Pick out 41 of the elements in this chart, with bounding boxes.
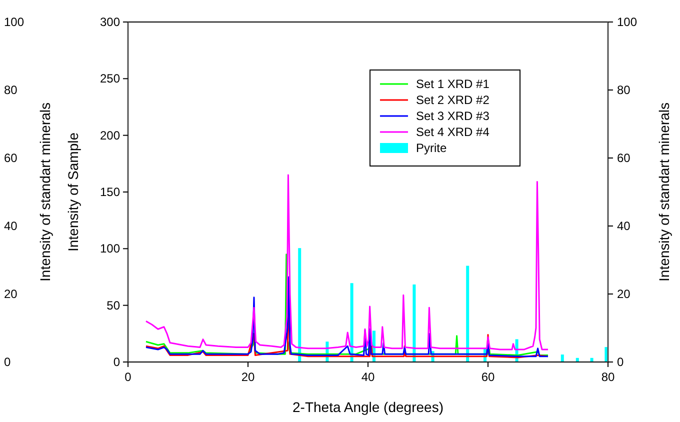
y2-tick-label: 100 bbox=[617, 15, 638, 29]
x-tick-label: 0 bbox=[124, 370, 132, 384]
y3-axis-title: Intensity of standart minerals bbox=[37, 102, 53, 282]
legend-label: Set 3 XRD #3 bbox=[416, 109, 490, 123]
y3-tick-label: 20 bbox=[4, 287, 18, 301]
y2-tick-label: 80 bbox=[617, 83, 631, 97]
x-tick-label: 80 bbox=[601, 370, 615, 384]
y2-tick-label: 60 bbox=[617, 151, 631, 165]
x-axis-title: 2-Theta Angle (degrees) bbox=[292, 399, 444, 415]
line-series bbox=[145, 276, 549, 358]
y2-tick-label: 40 bbox=[617, 219, 631, 233]
y3-tick-label: 80 bbox=[4, 83, 18, 97]
y-tick-label: 250 bbox=[100, 72, 120, 86]
y2-tick-label: 20 bbox=[617, 287, 631, 301]
bar bbox=[560, 354, 564, 362]
y-tick-label: 100 bbox=[100, 242, 120, 256]
y3-tick-label: 100 bbox=[4, 15, 24, 29]
y-tick-label: 50 bbox=[106, 298, 120, 312]
y3-tick-label: 60 bbox=[4, 151, 18, 165]
legend-label: Set 1 XRD #1 bbox=[416, 77, 490, 91]
y-axis-title: Intensity of Sample bbox=[65, 132, 81, 252]
legend-label: Set 2 XRD #2 bbox=[416, 93, 490, 107]
y-tick-label: 300 bbox=[100, 15, 120, 29]
y-tick-label: 200 bbox=[100, 128, 120, 142]
y-tick-label: 150 bbox=[100, 185, 120, 199]
bar bbox=[604, 347, 608, 362]
y-tick-label: 0 bbox=[113, 355, 120, 369]
bar bbox=[350, 283, 354, 362]
y3-tick-label: 0 bbox=[4, 355, 11, 369]
x-tick-label: 40 bbox=[361, 370, 375, 384]
line-series bbox=[145, 174, 549, 350]
legend-label: Pyrite bbox=[416, 141, 447, 155]
bar bbox=[412, 284, 416, 362]
bar bbox=[298, 248, 302, 362]
bar bbox=[466, 266, 470, 362]
legend-label: Set 4 XRD #4 bbox=[416, 125, 490, 139]
x-tick-label: 20 bbox=[241, 370, 255, 384]
y3-tick-label: 40 bbox=[4, 219, 18, 233]
y2-axis-title: Intensity of standart minerals bbox=[656, 102, 672, 282]
x-tick-label: 60 bbox=[481, 370, 495, 384]
y2-tick-label: 0 bbox=[617, 355, 624, 369]
